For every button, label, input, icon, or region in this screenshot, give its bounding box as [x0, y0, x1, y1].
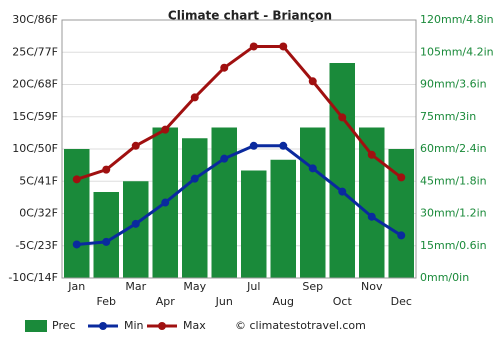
bar [270, 159, 296, 278]
x-tick-label: May [183, 280, 206, 293]
point [72, 175, 81, 184]
point [367, 212, 376, 221]
legend-swatch [25, 320, 47, 332]
point [338, 187, 347, 196]
point [367, 150, 376, 159]
y-tick-label: 5C/41F [19, 174, 58, 187]
point [131, 219, 140, 228]
x-tick-label: Aug [273, 295, 294, 308]
point [308, 164, 317, 173]
y2-tick-label: 120mm/4.8in [420, 13, 494, 26]
y2-tick-label: 45mm/1.8in [420, 174, 487, 187]
plot-frame [61, 19, 417, 279]
source: © climatestotravel.com [235, 319, 366, 332]
bar [64, 149, 90, 278]
bar [182, 138, 208, 278]
x-tick-label: Oct [333, 295, 353, 308]
legend-label: Prec [52, 319, 76, 332]
bar [241, 170, 267, 278]
point [102, 165, 111, 174]
y-tick-label: 30C/86F [12, 13, 58, 26]
point [220, 154, 229, 163]
point [279, 42, 288, 51]
bar [329, 63, 355, 278]
point [308, 77, 317, 86]
chart-title: Climate chart - Briançon [168, 9, 332, 23]
x-tick-label: Sep [302, 280, 323, 293]
point [397, 173, 406, 182]
point [72, 240, 81, 249]
y2-tick-label: 15mm/0.6in [420, 239, 487, 252]
legend-marker [99, 322, 107, 330]
point [220, 63, 229, 72]
y2-tick-label: 30mm/1.2in [420, 207, 487, 220]
legend-label: Min [124, 319, 144, 332]
bar [388, 149, 414, 278]
legend-label: Max [183, 319, 206, 332]
x-tick-label: Feb [97, 295, 116, 308]
y2-tick-label: 90mm/3.6in [420, 78, 487, 91]
y-tick-label: 15C/59F [12, 110, 58, 123]
x-tick-label: Nov [361, 280, 383, 293]
point [161, 198, 170, 207]
point [190, 174, 199, 183]
line [76, 144, 403, 246]
point [249, 42, 258, 51]
x-tick-label: Jan [67, 280, 85, 293]
point [397, 231, 406, 240]
legend-marker [158, 322, 166, 330]
x-tick-label: Dec [391, 295, 412, 308]
bar [211, 127, 237, 278]
x-tick-label: Mar [125, 280, 146, 293]
point [131, 141, 140, 150]
y-tick-label: -5C/23F [15, 239, 58, 252]
bar [359, 127, 385, 278]
y-tick-label: 25C/77F [12, 45, 58, 58]
point [190, 93, 199, 102]
x-tick-label: Jul [246, 280, 260, 293]
point [249, 141, 258, 150]
y-tick-label: 0C/32F [19, 207, 58, 220]
y-tick-label: -10C/14F [8, 271, 58, 284]
y2-tick-label: 105mm/4.2in [420, 45, 494, 58]
line [76, 44, 403, 181]
x-tick-label: Apr [156, 295, 176, 308]
y-tick-label: 20C/68F [12, 78, 58, 91]
y2-tick-label: 60mm/2.4in [420, 142, 487, 155]
y2-tick-label: 0mm/0in [420, 271, 469, 284]
point [279, 141, 288, 150]
y-tick-label: 10C/50F [12, 142, 58, 155]
x-tick-label: Jun [215, 295, 233, 308]
point [161, 125, 170, 134]
point [338, 113, 347, 122]
y2-tick-label: 75mm/3in [420, 110, 476, 123]
point [102, 237, 111, 246]
bar [300, 127, 326, 278]
